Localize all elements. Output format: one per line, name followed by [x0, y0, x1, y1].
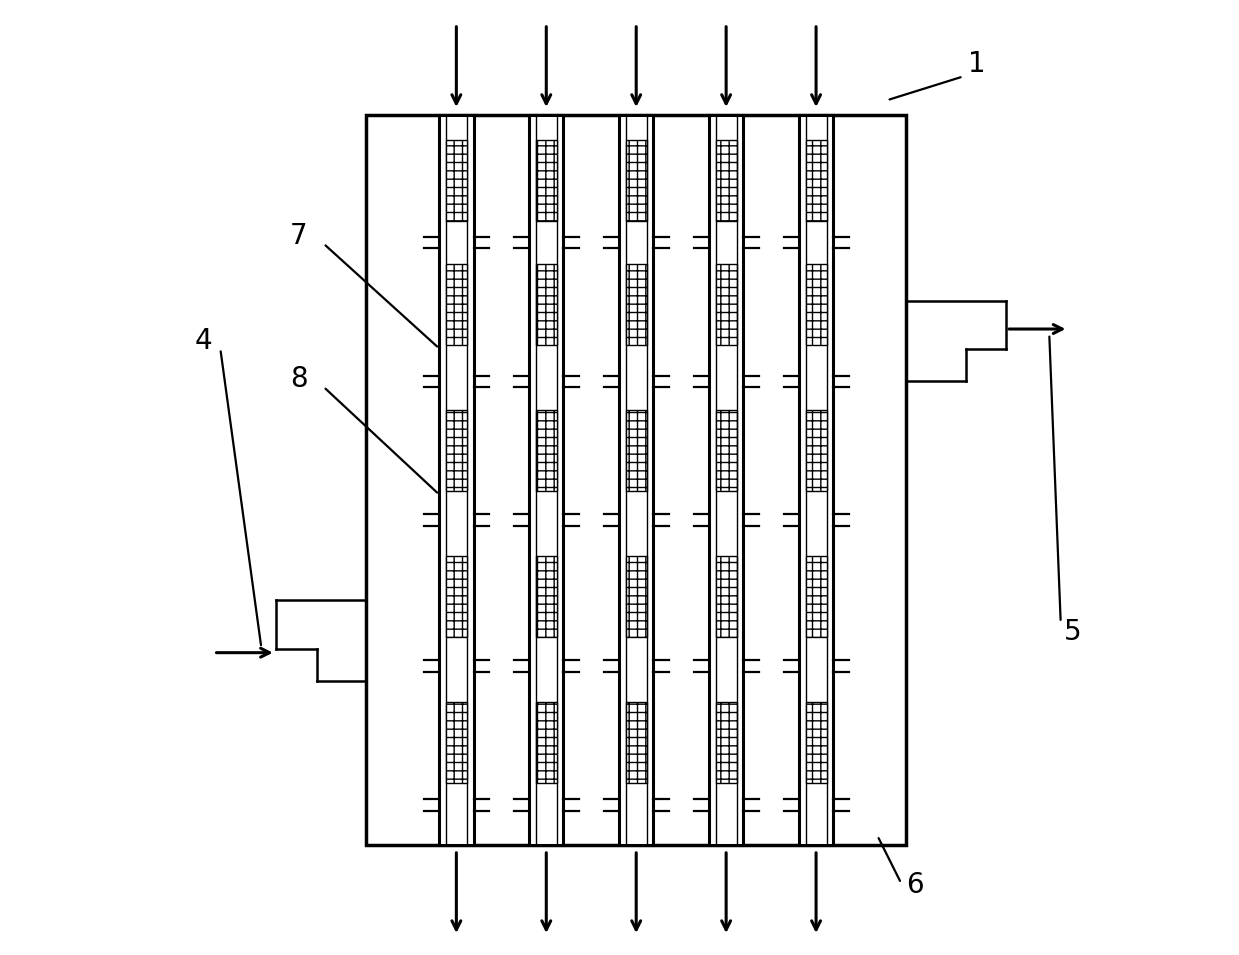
Bar	[535, 264, 556, 345]
Bar	[535, 410, 556, 491]
Bar	[805, 702, 826, 783]
Bar	[626, 702, 647, 783]
Bar	[716, 556, 737, 637]
Bar	[626, 410, 647, 491]
Bar	[805, 556, 826, 637]
Bar	[446, 139, 467, 221]
Bar	[446, 410, 467, 491]
Text: 6: 6	[906, 871, 923, 899]
Bar	[805, 702, 826, 783]
Bar	[446, 264, 467, 345]
Bar	[716, 139, 737, 221]
Text: 8: 8	[290, 365, 307, 393]
Bar	[535, 410, 556, 491]
Bar	[626, 702, 647, 783]
Bar	[626, 556, 647, 637]
Bar	[446, 410, 467, 491]
Bar	[805, 556, 826, 637]
Bar	[716, 410, 737, 491]
Bar	[535, 139, 556, 221]
Text: 5: 5	[1063, 618, 1082, 646]
Bar	[805, 139, 826, 221]
Bar	[805, 139, 826, 221]
Bar	[805, 264, 826, 345]
Bar	[716, 139, 737, 221]
Text: 4: 4	[195, 327, 212, 354]
Bar	[799, 115, 834, 845]
Bar	[626, 556, 647, 637]
Bar	[446, 264, 467, 345]
Bar	[446, 702, 467, 783]
Bar	[716, 264, 737, 345]
Bar	[446, 139, 467, 221]
Bar	[716, 702, 737, 783]
Bar	[535, 702, 556, 783]
Bar	[620, 115, 653, 845]
Bar	[805, 264, 826, 345]
Bar	[446, 556, 467, 637]
Text: 7: 7	[290, 222, 307, 249]
Bar	[446, 556, 467, 637]
Bar	[626, 139, 647, 221]
Bar	[626, 264, 647, 345]
Bar	[626, 410, 647, 491]
Bar	[535, 139, 556, 221]
Bar	[716, 702, 737, 783]
Bar	[535, 702, 556, 783]
Text: 1: 1	[968, 50, 986, 77]
Bar	[805, 410, 826, 491]
Bar	[446, 702, 467, 783]
Bar	[716, 410, 737, 491]
Bar	[626, 139, 647, 221]
Bar	[529, 115, 564, 845]
Bar	[367, 115, 906, 845]
Bar	[805, 410, 826, 491]
Bar	[439, 115, 473, 845]
Bar	[535, 556, 556, 637]
Bar	[626, 264, 647, 345]
Bar	[535, 264, 556, 345]
Bar	[716, 264, 737, 345]
Bar	[709, 115, 743, 845]
Bar	[716, 556, 737, 637]
Bar	[535, 556, 556, 637]
